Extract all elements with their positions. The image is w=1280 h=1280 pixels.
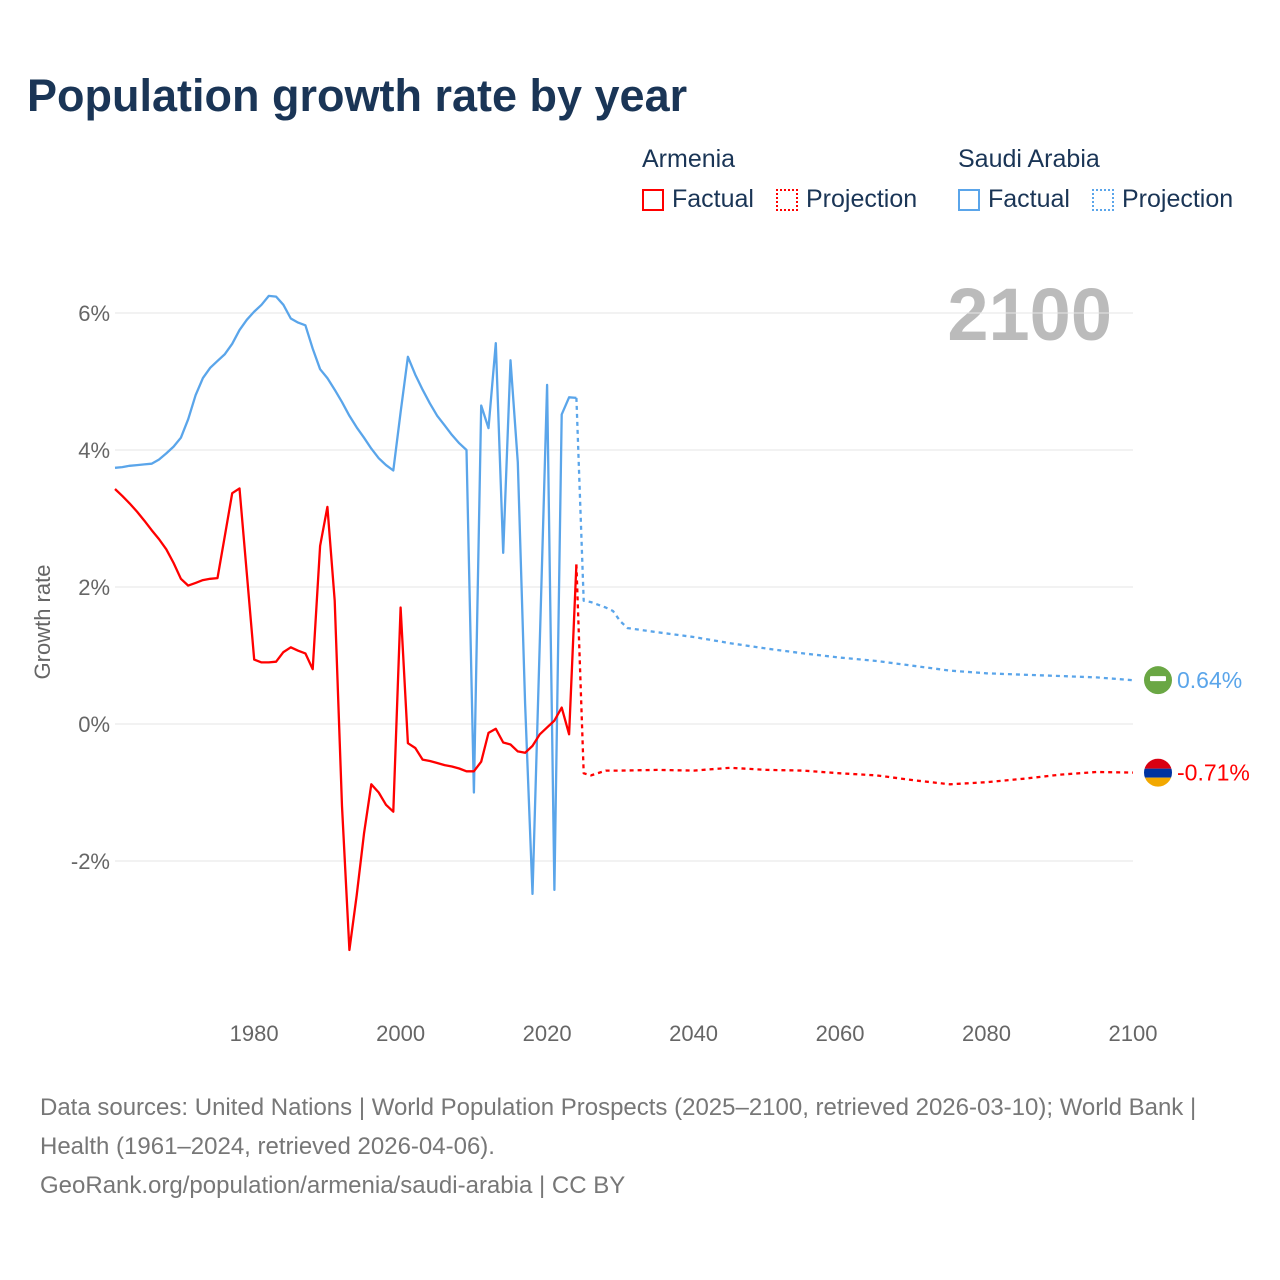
- flag-emblem: [1150, 676, 1166, 682]
- flag-stripe-blue: [1144, 768, 1172, 778]
- y-tick-label: -2%: [71, 849, 110, 874]
- source-link[interactable]: GeoRank.org/population/armenia/saudi-ara…: [40, 1172, 626, 1199]
- legend-saudi-factual[interactable]: Factual: [958, 185, 1070, 214]
- current-year-label: 2100: [947, 273, 1112, 356]
- legend-armenia-projection[interactable]: Projection: [776, 185, 917, 214]
- x-tick-label: 2000: [376, 1021, 425, 1046]
- series-line-armenia-projection: [575, 564, 1134, 786]
- saudi-arabia-flag-icon: [1144, 666, 1172, 695]
- solid-swatch-icon: [642, 188, 664, 211]
- series-line-armenia-factual: [114, 487, 578, 952]
- flag-stripe-red: [1144, 758, 1172, 769]
- page-title: Population growth rate by year: [27, 70, 688, 121]
- end-label-saudi-arabia: 0.64%: [1177, 667, 1242, 693]
- flag-stripe-orange: [1144, 777, 1172, 787]
- legend-label: Projection: [1122, 185, 1234, 213]
- y-tick-label: 0%: [78, 712, 110, 737]
- x-tick-label: 1980: [230, 1021, 279, 1046]
- end-label-armenia: -0.71%: [1177, 760, 1250, 786]
- series-line-saudi-arabia-factual: [114, 294, 577, 896]
- y-tick-label: 4%: [78, 438, 110, 463]
- series-line-saudi-arabia-projection: [575, 397, 1134, 682]
- legend-label: Projection: [806, 185, 918, 213]
- x-tick-label: 2080: [962, 1021, 1011, 1046]
- legend-label: Factual: [672, 185, 754, 213]
- armenia-flag-icon: [1144, 758, 1172, 787]
- dotted-swatch-icon: [776, 188, 798, 211]
- legend-saudi-projection[interactable]: Projection: [1092, 185, 1233, 214]
- y-tick-label: 2%: [78, 575, 110, 600]
- source-line: Data sources: United Nations | World Pop…: [40, 1094, 1197, 1160]
- legend-group-armenia: Armenia: [642, 145, 736, 173]
- x-tick-label: 2020: [523, 1021, 572, 1046]
- y-tick-label: 6%: [78, 301, 110, 326]
- y-axis-label: Growth rate: [30, 565, 55, 680]
- x-tick-label: 2040: [669, 1021, 718, 1046]
- source-note: Data sources: United Nations | World Pop…: [40, 1088, 1240, 1205]
- x-tick-label: 2060: [816, 1021, 865, 1046]
- legend-armenia-factual[interactable]: Factual: [642, 185, 754, 214]
- legend-label: Factual: [988, 185, 1070, 213]
- solid-swatch-icon: [958, 188, 980, 211]
- dotted-swatch-icon: [1092, 188, 1114, 211]
- x-tick-label: 2100: [1109, 1021, 1158, 1046]
- legend-group-saudi-arabia: Saudi Arabia: [958, 145, 1100, 173]
